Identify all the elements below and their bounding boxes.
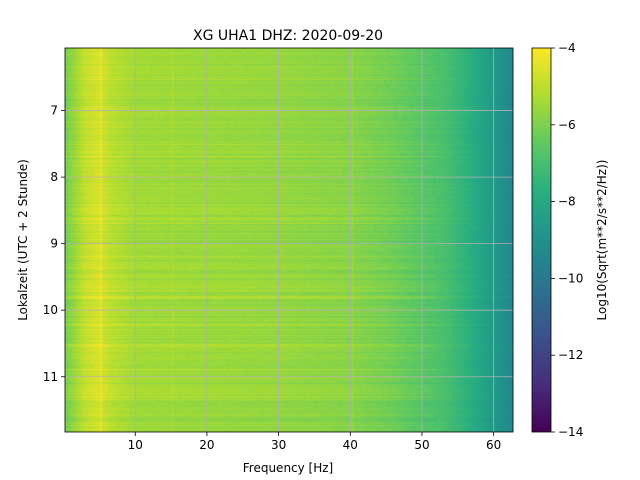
x-tick-label: 60 [486, 438, 501, 452]
x-axis: 10 20 30 40 50 60 [128, 432, 501, 452]
colorbar: −4 −6 −8 −10 −12 −14 Log10(Sqrt(m**2/s**2/Hz)… [531, 41, 609, 439]
colorbar-tick-label: −10 [558, 271, 583, 285]
colorbar-label: Log10(Sqrt(m**2/s**2/Hz)) [595, 160, 609, 321]
colorbar-gradient [531, 47, 552, 433]
x-tick-label: 20 [199, 438, 214, 452]
colorbar-tick-label: −4 [558, 41, 576, 55]
y-tick-label: 8 [50, 170, 58, 184]
colorbar-tick-label: −14 [558, 425, 583, 439]
plot-frame [64, 47, 514, 433]
grid-lines [65, 48, 513, 432]
x-tick-label: 10 [128, 438, 143, 452]
plot-area [64, 47, 514, 433]
x-axis-label: Frequency [Hz] [243, 461, 334, 475]
y-tick-label: 7 [50, 104, 58, 118]
spectrogram-heatmap [65, 48, 513, 432]
chart-title: XG UHA1 DHZ: 2020-09-20 [193, 28, 383, 44]
y-tick-label: 10 [43, 303, 58, 317]
y-axis: 7 8 9 10 11 [43, 104, 65, 384]
y-tick-label: 9 [50, 237, 58, 251]
x-tick-label: 30 [271, 438, 286, 452]
colorbar-tick-label: −6 [558, 118, 576, 132]
y-axis-label: Lokalzeit (UTC + 2 Stunde) [16, 159, 30, 321]
colorbar-ticks: −4 −6 −8 −10 −12 −14 [551, 41, 583, 439]
x-tick-label: 40 [343, 438, 358, 452]
colorbar-tick-label: −12 [558, 348, 583, 362]
y-tick-label: 11 [43, 370, 58, 384]
colorbar-tick-label: −8 [558, 195, 576, 209]
x-tick-label: 50 [414, 438, 429, 452]
